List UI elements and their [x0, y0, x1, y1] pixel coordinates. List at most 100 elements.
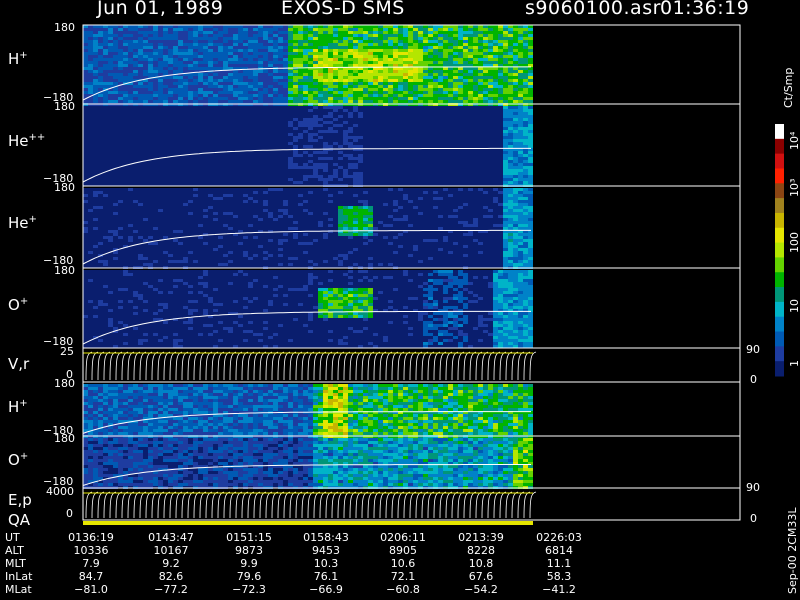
info-cell: 0158:43	[303, 531, 349, 544]
spectrogram-cells-h-plus-2	[83, 384, 533, 438]
ytick-bot-h-plus-2: −180	[43, 424, 74, 437]
panel-label-vr: V,r	[8, 355, 30, 373]
info-cell: 8905	[389, 544, 417, 557]
colorbar-segment	[775, 183, 784, 199]
ytick-top-h-plus: 180	[54, 21, 75, 34]
file-name: s9060100.asr	[525, 0, 661, 19]
colorbar-segment	[775, 227, 784, 244]
spectrogram-cells-he-pp	[288, 106, 533, 187]
info-cell: −77.2	[154, 583, 188, 596]
info-cell: 10.3	[313, 557, 339, 570]
info-cell: 9453	[312, 544, 340, 557]
plot-frame	[82, 24, 741, 521]
info-cell: 72.1	[390, 570, 416, 583]
info-cell: 10.6	[390, 557, 416, 570]
info-row-label: ALT	[5, 544, 24, 557]
ytick-top-ep: 4000	[46, 485, 74, 498]
info-cell: 0143:47	[148, 531, 194, 544]
panel-label-h-plus-2: H+	[8, 398, 28, 416]
info-cell: 11.1	[546, 557, 572, 570]
date-title: Jun 01, 1989	[97, 0, 224, 19]
spectrogram-cells-h-plus	[83, 25, 533, 106]
pitch-trace-h-plus-2	[82, 411, 531, 434]
colorbar-segment	[775, 138, 784, 155]
colorbar-segment	[775, 287, 784, 303]
colorbar-segment	[775, 153, 784, 169]
colorbar-segment	[775, 242, 784, 258]
ytick-top-o-plus: 180	[54, 264, 75, 277]
colorbar-label-1e4: 10⁴	[788, 131, 800, 150]
time-stamp: 01:36:19	[660, 0, 750, 19]
info-cell: 8228	[467, 544, 495, 557]
pitch-trace-he-pp	[82, 147, 531, 183]
pitch-trace-o-plus	[82, 310, 531, 345]
panel-label-o-plus-2: O+	[8, 451, 29, 469]
ytick-top-o-plus-2: 180	[54, 432, 75, 445]
rtick-top-vr: 90	[746, 343, 760, 356]
info-cell: 10.8	[468, 557, 494, 570]
ytick-top-he-plus: 180	[54, 181, 75, 194]
colorbar-segment	[775, 212, 784, 229]
colorbar-segment	[775, 257, 784, 273]
ytick-bot-h-plus: −180	[43, 91, 74, 104]
info-cell: 0226:03	[536, 531, 582, 544]
info-cell: −72.3	[232, 583, 266, 596]
spectrogram-cells-o-plus-2	[83, 438, 533, 489]
colorbar-segment	[775, 124, 784, 140]
colorbar-segment	[775, 198, 784, 214]
colorbar-segment	[775, 272, 784, 288]
rtick-bot-vr: 0	[750, 373, 757, 386]
ytick-bot-vr: 0	[66, 368, 73, 381]
info-cell: −81.0	[74, 583, 108, 596]
colorbar-segment	[775, 361, 784, 377]
info-cell: −66.9	[309, 583, 343, 596]
info-row-label: MLat	[5, 583, 32, 596]
info-row-label: InLat	[5, 570, 33, 583]
info-cell: −54.2	[464, 583, 498, 596]
info-cell: 6814	[545, 544, 573, 557]
ytick-top-h-plus-2: 180	[54, 377, 75, 390]
info-cell: 9.2	[162, 557, 180, 570]
info-cell: 79.6	[236, 570, 262, 583]
qa-label: QA	[8, 511, 31, 529]
ytick-top-vr: 25	[60, 345, 74, 358]
info-cell: 7.9	[82, 557, 100, 570]
info-cell: 9873	[235, 544, 263, 557]
info-cell: 84.7	[78, 570, 104, 583]
line-traces-vr	[85, 351, 537, 381]
pitch-trace-h-plus	[82, 66, 531, 101]
info-cell: 0206:11	[380, 531, 426, 544]
rtick-top-ep: 90	[746, 481, 760, 494]
colorbar-segment	[775, 168, 784, 184]
panel-label-o-plus: O+	[8, 296, 29, 314]
colorbar-unit: Ct/Smp	[782, 67, 795, 108]
info-cell: 82.6	[158, 570, 184, 583]
info-cell: −41.2	[542, 583, 576, 596]
ytick-bot-he-plus: −180	[43, 254, 74, 267]
info-cell: 10336	[73, 544, 109, 557]
colorbar-label-10: 10	[788, 299, 800, 313]
info-cell: 9.9	[240, 557, 258, 570]
info-cell: 76.1	[313, 570, 339, 583]
info-cell: −60.8	[386, 583, 420, 596]
ytick-bot-o-plus-2: −180	[43, 475, 74, 488]
ytick-top-he-pp: 180	[54, 100, 75, 113]
colorbar-segment	[775, 316, 784, 333]
colorbar-label-1e3: 10³	[788, 178, 800, 197]
colorbar-segment	[775, 331, 784, 347]
info-row-label: MLT	[5, 557, 26, 570]
pitch-trace-o-plus-2	[82, 464, 531, 486]
info-cell: 0213:39	[458, 531, 504, 544]
pitch-trace-he-plus	[82, 229, 531, 265]
ytick-bot-o-plus: −180	[43, 335, 74, 348]
panel-label-h-plus: H+	[8, 50, 28, 68]
colorbar-label-1: 1	[788, 360, 800, 367]
panel-label-he-plus: He+	[8, 214, 37, 232]
spectrogram-cells-o-plus	[83, 270, 533, 348]
line-traces-ep	[85, 491, 537, 519]
colorbar-segment	[775, 346, 784, 362]
ytick-bot-ep: 0	[66, 507, 73, 520]
spectrogram-cells-he-plus	[83, 188, 533, 269]
info-cell: 67.6	[468, 570, 494, 583]
